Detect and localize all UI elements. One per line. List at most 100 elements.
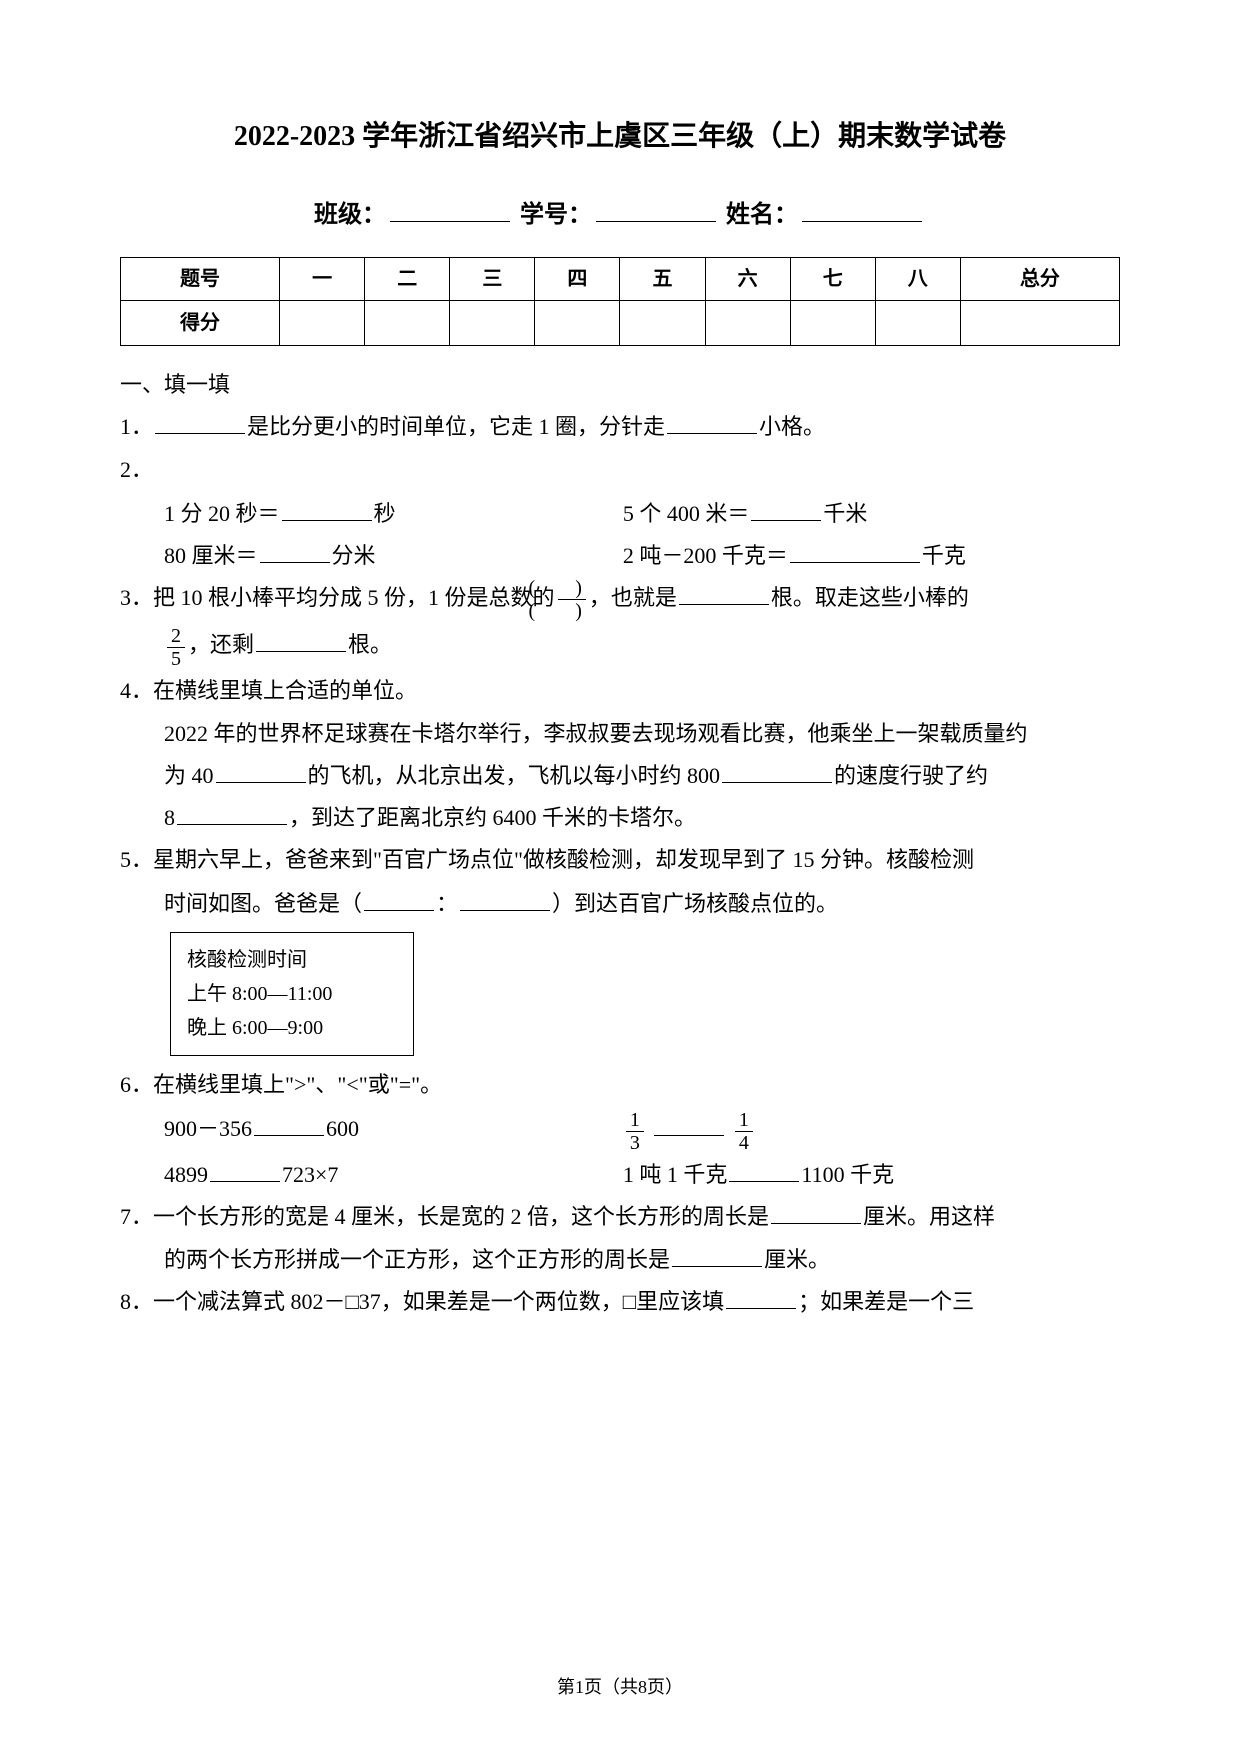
q7-line2: 的两个长方形拼成一个正方形，这个正方形的周长是 厘米。 bbox=[120, 1239, 1120, 1281]
question-7: 7．一个长方形的宽是 4 厘米，长是宽的 2 倍，这个长方形的周长是厘米。用这样 bbox=[120, 1196, 1120, 1238]
class-blank[interactable] bbox=[390, 197, 510, 222]
q3-frac-den: 5 bbox=[167, 648, 185, 670]
q6-blank[interactable] bbox=[654, 1113, 724, 1136]
q6-lead: 在横线里填上">"、"<"或"="。 bbox=[153, 1072, 442, 1097]
q1-blank-1[interactable] bbox=[155, 411, 245, 434]
q2-blank[interactable] bbox=[282, 498, 372, 521]
col-5: 五 bbox=[620, 257, 705, 300]
col-9: 总分 bbox=[960, 257, 1119, 300]
q2-r1l: 1 分 20 秒＝ bbox=[164, 501, 280, 526]
col-6: 六 bbox=[705, 257, 790, 300]
score-value-row: 得分 bbox=[121, 300, 1120, 345]
q8-num: 8． bbox=[120, 1289, 153, 1314]
q8-blank-1[interactable] bbox=[726, 1286, 796, 1309]
q7-t4: 厘米。 bbox=[764, 1247, 830, 1272]
id-blank[interactable] bbox=[596, 197, 716, 222]
q3-blank-2[interactable] bbox=[256, 629, 346, 652]
q8-t2: ；如果差是一个三 bbox=[798, 1289, 974, 1314]
q6-frac-1-3: 13 bbox=[626, 1109, 644, 1154]
score-cell[interactable] bbox=[705, 300, 790, 345]
q2-blank[interactable] bbox=[751, 498, 821, 521]
q2-blank[interactable] bbox=[790, 540, 920, 563]
q5-t2: 时间如图。爸爸是（ bbox=[164, 891, 362, 916]
q2-r2r-unit: 千克 bbox=[922, 543, 966, 568]
q2-num: 2． bbox=[120, 457, 153, 482]
q3-pfrac-num: ( ) bbox=[558, 577, 586, 600]
question-2: 2． bbox=[120, 449, 1120, 491]
q1-text-2: 小格。 bbox=[759, 414, 825, 439]
score-cell[interactable] bbox=[280, 300, 365, 345]
class-id-name-row: 班级： 学号： 姓名： bbox=[120, 193, 1120, 239]
q2-r1l-unit: 秒 bbox=[374, 501, 396, 526]
class-label: 班级： bbox=[314, 202, 386, 228]
q5-box-l1: 上午 8:00—11:00 bbox=[187, 977, 397, 1011]
q5-blank-1[interactable] bbox=[364, 888, 434, 911]
name-label: 姓名： bbox=[726, 202, 798, 228]
q4-l2a: 8 bbox=[164, 805, 175, 830]
q6-blank[interactable] bbox=[254, 1113, 324, 1136]
q2-r2l-unit: 分米 bbox=[332, 543, 376, 568]
q4-blank-3[interactable] bbox=[177, 802, 287, 825]
q7-t1: 一个长方形的宽是 4 厘米，长是宽的 2 倍，这个长方形的周长是 bbox=[153, 1204, 769, 1229]
q4-lead: 在横线里填上合适的单位。 bbox=[153, 678, 417, 703]
question-8: 8．一个减法算式 802－□37，如果差是一个两位数，□里应该填；如果差是一个三 bbox=[120, 1281, 1120, 1323]
q1-blank-2[interactable] bbox=[667, 411, 757, 434]
q4-l2b: ，到达了距离北京约 6400 千米的卡塔尔。 bbox=[289, 805, 696, 830]
name-blank[interactable] bbox=[802, 197, 922, 222]
q2-row-1: 1 分 20 秒＝秒 5 个 400 米＝千米 bbox=[120, 493, 1120, 535]
q3-num: 3． bbox=[120, 585, 153, 610]
score-cell[interactable] bbox=[875, 300, 960, 345]
frac-num: 1 bbox=[626, 1109, 644, 1132]
col-7: 七 bbox=[790, 257, 875, 300]
q2-r1r: 5 个 400 米＝ bbox=[623, 501, 750, 526]
score-cell[interactable] bbox=[790, 300, 875, 345]
q6-frac-1-4: 14 bbox=[735, 1109, 753, 1154]
q4-l1b: 为 40 bbox=[164, 763, 214, 788]
q3-t5: 根。 bbox=[348, 632, 392, 657]
q3-paren-frac[interactable]: ( )( ) bbox=[558, 577, 586, 622]
score-cell[interactable] bbox=[960, 300, 1119, 345]
q4-blank-2[interactable] bbox=[722, 760, 832, 783]
q1-num: 1． bbox=[120, 414, 153, 439]
q7-t3: 的两个长方形拼成一个正方形，这个正方形的周长是 bbox=[164, 1247, 670, 1272]
q3-t2: ，也就是 bbox=[589, 585, 677, 610]
q6-r2l-b: 723×7 bbox=[282, 1162, 338, 1187]
score-table: 题号 一 二 三 四 五 六 七 八 总分 得分 bbox=[120, 257, 1120, 346]
score-cell[interactable] bbox=[535, 300, 620, 345]
q3-blank-1[interactable] bbox=[679, 582, 769, 605]
row-label: 得分 bbox=[121, 300, 280, 345]
question-3: 3．把 10 根小棒平均分成 5 份，1 份是总数的( )( )，也就是根。取走… bbox=[120, 577, 1120, 622]
section-1-title: 一、填一填 bbox=[120, 364, 1120, 406]
score-cell[interactable] bbox=[620, 300, 705, 345]
q6-row-1: 900－356600 13 14 bbox=[120, 1108, 1120, 1153]
q6-row-2: 4899723×7 1 吨 1 千克1100 千克 bbox=[120, 1154, 1120, 1196]
q5-box-title: 核酸检测时间 bbox=[187, 943, 397, 977]
q6-r2r-b: 1100 千克 bbox=[801, 1162, 894, 1187]
q6-blank[interactable] bbox=[210, 1159, 280, 1182]
score-cell[interactable] bbox=[450, 300, 535, 345]
q5-num: 5． bbox=[120, 847, 153, 872]
q5-blank-2[interactable] bbox=[460, 888, 550, 911]
score-cell[interactable] bbox=[365, 300, 450, 345]
q3-pfrac-den: ( ) bbox=[558, 600, 586, 622]
q5-line2: 时间如图。爸爸是（ ： ）到达百官广场核酸点位的。 bbox=[120, 883, 1120, 925]
question-4: 4．在横线里填上合适的单位。 bbox=[120, 670, 1120, 712]
q7-t2: 厘米。用这样 bbox=[863, 1204, 995, 1229]
q5-t3: ）到达百官广场核酸点位的。 bbox=[552, 891, 838, 916]
q3-t3: 根。取走这些小棒的 bbox=[771, 585, 969, 610]
col-3: 三 bbox=[450, 257, 535, 300]
frac-den: 4 bbox=[735, 1132, 753, 1154]
q5-box-l2: 晚上 6:00—9:00 bbox=[187, 1011, 397, 1045]
q4-blank-1[interactable] bbox=[216, 760, 306, 783]
q2-blank[interactable] bbox=[260, 540, 330, 563]
q6-r2r: 1 吨 1 千克 bbox=[623, 1162, 728, 1187]
q5-t1: 星期六早上，爸爸来到"百官广场点位"做核酸检测，却发现早到了 15 分钟。核酸检… bbox=[153, 847, 974, 872]
question-1: 1．是比分更小的时间单位，它走 1 圈，分针走小格。 bbox=[120, 406, 1120, 448]
q4-l1d: 的速度行驶了约 bbox=[834, 763, 988, 788]
q7-blank-2[interactable] bbox=[672, 1244, 762, 1267]
q6-r1l: 900－356 bbox=[164, 1116, 252, 1141]
q5-colon: ： bbox=[436, 891, 458, 916]
q6-blank[interactable] bbox=[729, 1159, 799, 1182]
q3-frac-2-5: 25 bbox=[167, 625, 185, 670]
q7-blank-1[interactable] bbox=[771, 1201, 861, 1224]
